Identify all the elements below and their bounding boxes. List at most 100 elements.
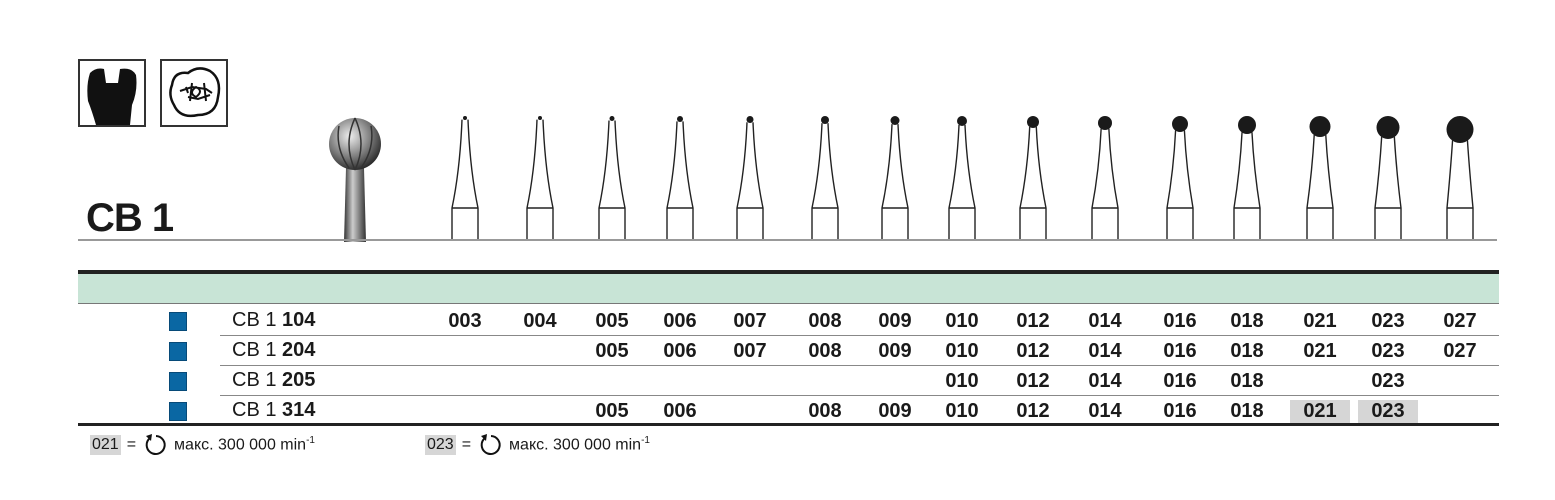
- row-divider: [220, 365, 1499, 366]
- variant-square-icon: [169, 312, 187, 331]
- bur-head: [1376, 116, 1400, 139]
- footnote-size: 021: [90, 435, 121, 455]
- footnote-text: макс. 300 000 min-1: [174, 435, 315, 454]
- bur-head: [1238, 116, 1256, 134]
- size-cell-009: 009: [878, 340, 912, 362]
- bur-shank: [811, 123, 839, 240]
- bur-drawings: [451, 116, 1474, 240]
- variant-code: CB 1 204: [232, 339, 316, 361]
- bur-drawing-007: [736, 116, 764, 240]
- bur-drawing-005: [598, 116, 626, 240]
- size-cell-016: 016: [1163, 310, 1197, 332]
- size-cell-021: 021: [1303, 310, 1337, 332]
- bur-head: [1098, 116, 1112, 130]
- size-cell-012: 012: [1016, 310, 1050, 332]
- bur-head: [746, 116, 754, 123]
- baseline-divider: [78, 239, 1497, 241]
- size-cell-009: 009: [878, 310, 912, 332]
- footnote-text: макс. 300 000 min-1: [509, 435, 650, 454]
- bur-head: [1446, 116, 1474, 143]
- bur-shank: [1166, 130, 1194, 240]
- table-bottom-rule: [78, 423, 1499, 426]
- bur-drawing-023: [1374, 116, 1402, 240]
- bur-drawing-009: [881, 116, 909, 240]
- size-cell-018: 018: [1230, 340, 1264, 362]
- rotation-icon: [480, 434, 501, 455]
- bur-shank: [526, 119, 554, 240]
- variant-square-icon: [169, 402, 187, 421]
- size-cell-005: 005: [595, 310, 629, 332]
- bur-shank: [881, 124, 909, 240]
- bur-head: [463, 116, 467, 120]
- equals-sign: =: [461, 436, 472, 453]
- bur-head: [821, 116, 829, 124]
- fissure-tooth-icon: [160, 59, 228, 127]
- bur-head: [538, 116, 542, 120]
- bur-shank: [1091, 128, 1119, 240]
- size-cell-014: 014: [1088, 340, 1122, 362]
- size-cell-007: 007: [733, 340, 767, 362]
- bur-drawing-018: [1233, 116, 1261, 240]
- bur-drawing-014: [1091, 116, 1119, 240]
- bur-head: [677, 116, 683, 122]
- bur-shank: [598, 120, 626, 240]
- size-cell-007: 007: [733, 310, 767, 332]
- footnote-2: 023 = макс. 300 000 min-1: [425, 433, 650, 457]
- bur-shank: [1233, 132, 1261, 240]
- size-cell-006: 006: [663, 310, 697, 332]
- size-cell-018: 018: [1230, 400, 1264, 422]
- size-cell-021: 021: [1290, 400, 1350, 423]
- bur-head: [890, 116, 900, 125]
- size-cell-012: 012: [1016, 370, 1050, 392]
- product-title: CB 1: [86, 196, 174, 240]
- bur-drawing-016: [1166, 116, 1194, 240]
- bur-drawing-027: [1446, 116, 1474, 240]
- size-cell-021: 021: [1303, 340, 1337, 362]
- bur-drawing-003: [451, 116, 479, 240]
- size-cell-010: 010: [945, 370, 979, 392]
- size-cell-016: 016: [1163, 400, 1197, 422]
- size-cell-010: 010: [945, 340, 979, 362]
- size-cell-023: 023: [1371, 340, 1405, 362]
- table-header-band: [78, 274, 1499, 304]
- bur-drawing-021: [1306, 116, 1334, 240]
- bur-shank: [736, 122, 764, 240]
- size-cell-023: 023: [1371, 310, 1405, 332]
- bur-shank: [1374, 136, 1402, 240]
- bur-photo: [329, 117, 381, 242]
- variant-code: CB 1 314: [232, 399, 316, 421]
- bur-head: [957, 116, 967, 126]
- size-cell-018: 018: [1230, 370, 1264, 392]
- size-cell-006: 006: [663, 400, 697, 422]
- bur-shank: [948, 124, 976, 240]
- size-cell-027: 027: [1443, 340, 1477, 362]
- size-cell-008: 008: [808, 400, 842, 422]
- bur-drawing-004: [526, 116, 554, 240]
- size-cell-014: 014: [1088, 400, 1122, 422]
- size-cell-005: 005: [595, 340, 629, 362]
- table-top-rule: [78, 270, 1499, 274]
- bur-drawing-008: [811, 116, 839, 240]
- footnote-size: 023: [425, 435, 456, 455]
- size-cell-012: 012: [1016, 400, 1050, 422]
- size-cell-023: 023: [1358, 400, 1418, 423]
- bur-shank: [1306, 134, 1334, 240]
- crown-cavity-icon: [78, 59, 146, 127]
- bur-shank: [1446, 140, 1474, 240]
- size-cell-010: 010: [945, 400, 979, 422]
- variant-square-icon: [169, 342, 187, 361]
- bur-head: [609, 116, 615, 121]
- bur-head: [1027, 116, 1039, 128]
- row-divider: [220, 335, 1499, 336]
- size-cell-006: 006: [663, 340, 697, 362]
- size-cell-027: 027: [1443, 310, 1477, 332]
- variant-code: CB 1 205: [232, 369, 316, 391]
- size-cell-003: 003: [448, 310, 482, 332]
- bur-head: [1309, 116, 1331, 137]
- bur-drawing-012: [1019, 116, 1047, 240]
- footnote-1: 021 = макс. 300 000 min-1: [90, 433, 315, 457]
- bur-drawing-010: [948, 116, 976, 240]
- size-cell-008: 008: [808, 310, 842, 332]
- size-cell-004: 004: [523, 310, 557, 332]
